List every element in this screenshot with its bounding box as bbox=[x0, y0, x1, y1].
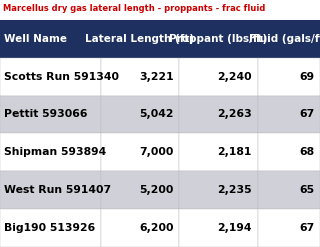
Bar bbox=[0, 20, 101, 58]
Bar bbox=[0, 58, 101, 96]
Text: 6,200: 6,200 bbox=[139, 223, 173, 233]
Text: 67: 67 bbox=[299, 109, 314, 120]
Bar bbox=[258, 96, 320, 133]
Text: 68: 68 bbox=[299, 147, 314, 157]
Text: Fluid (gals/ft): Fluid (gals/ft) bbox=[249, 34, 320, 44]
Bar bbox=[258, 133, 320, 171]
Text: Big190 513926: Big190 513926 bbox=[4, 223, 95, 233]
Text: Lateral Length (ft): Lateral Length (ft) bbox=[85, 34, 195, 44]
Text: Proppant (lbs/ft): Proppant (lbs/ft) bbox=[169, 34, 268, 44]
Text: West Run 591407: West Run 591407 bbox=[4, 185, 111, 195]
Bar bbox=[0, 209, 101, 247]
Text: Well Name: Well Name bbox=[4, 34, 67, 44]
Bar bbox=[101, 171, 179, 209]
Text: Shipman 593894: Shipman 593894 bbox=[4, 147, 106, 157]
Text: 2,240: 2,240 bbox=[217, 72, 252, 82]
Bar bbox=[101, 20, 179, 58]
Bar bbox=[0, 96, 101, 133]
Bar bbox=[179, 171, 258, 209]
Text: 5,042: 5,042 bbox=[139, 109, 173, 120]
Bar bbox=[101, 96, 179, 133]
Bar bbox=[101, 209, 179, 247]
Text: Marcellus dry gas lateral length - proppants - frac fluid: Marcellus dry gas lateral length - propp… bbox=[3, 4, 266, 13]
Bar bbox=[258, 171, 320, 209]
Bar bbox=[101, 133, 179, 171]
Bar bbox=[0, 133, 101, 171]
Text: 5,200: 5,200 bbox=[139, 185, 173, 195]
Text: 67: 67 bbox=[299, 223, 314, 233]
Text: Pettit 593066: Pettit 593066 bbox=[4, 109, 87, 120]
Bar bbox=[179, 133, 258, 171]
Text: 2,194: 2,194 bbox=[217, 223, 252, 233]
Bar bbox=[101, 58, 179, 96]
Text: Scotts Run 591340: Scotts Run 591340 bbox=[4, 72, 119, 82]
Text: 2,181: 2,181 bbox=[218, 147, 252, 157]
Bar bbox=[179, 20, 258, 58]
Text: 2,263: 2,263 bbox=[217, 109, 252, 120]
Bar bbox=[0, 171, 101, 209]
Bar bbox=[179, 209, 258, 247]
Bar bbox=[179, 58, 258, 96]
Text: 69: 69 bbox=[299, 72, 314, 82]
Bar bbox=[258, 20, 320, 58]
Text: 7,000: 7,000 bbox=[139, 147, 173, 157]
Bar bbox=[179, 96, 258, 133]
Text: 65: 65 bbox=[299, 185, 314, 195]
Text: 3,221: 3,221 bbox=[139, 72, 173, 82]
Bar bbox=[258, 209, 320, 247]
Bar bbox=[258, 58, 320, 96]
Text: 2,235: 2,235 bbox=[217, 185, 252, 195]
